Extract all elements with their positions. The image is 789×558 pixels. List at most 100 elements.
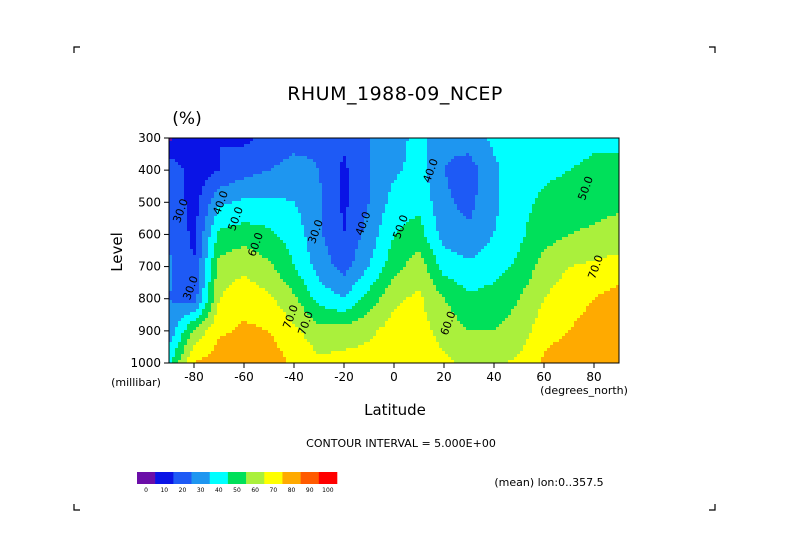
heatmap-cell — [493, 216, 497, 220]
heatmap-cell — [256, 207, 260, 211]
heatmap-cell — [475, 147, 479, 151]
heatmap-cell — [337, 225, 341, 229]
heatmap-cell — [586, 210, 590, 214]
heatmap-cell — [493, 156, 497, 160]
heatmap-cell — [568, 168, 572, 172]
heatmap-cell — [448, 192, 452, 196]
heatmap-cell — [481, 162, 485, 166]
heatmap-cell — [586, 231, 590, 235]
heatmap-cell — [553, 141, 557, 145]
heatmap-cell — [433, 141, 437, 145]
heatmap-cell — [253, 183, 257, 187]
heatmap-cell — [364, 156, 368, 160]
heatmap-cell — [316, 228, 320, 232]
heatmap-cell — [439, 216, 443, 220]
heatmap-cell — [616, 189, 619, 193]
heatmap-cell — [502, 204, 506, 208]
heatmap-cell — [238, 180, 242, 184]
heatmap-cell — [460, 153, 464, 157]
heatmap-cell — [463, 141, 467, 145]
heatmap-cell — [283, 159, 287, 163]
heatmap-cell — [202, 183, 206, 187]
heatmap-cell — [454, 156, 458, 160]
heatmap-cell — [328, 213, 332, 217]
heatmap-cell — [565, 234, 569, 238]
heatmap-cell — [463, 213, 467, 217]
heatmap-cell — [403, 177, 407, 181]
heatmap-cell — [397, 216, 401, 220]
heatmap-cell — [415, 234, 419, 238]
heatmap-cell — [232, 207, 236, 211]
heatmap-cell — [595, 153, 599, 157]
heatmap-cell — [295, 228, 299, 232]
heatmap-cell — [490, 189, 494, 193]
heatmap-cell — [487, 150, 491, 154]
heatmap-cell — [352, 162, 356, 166]
heatmap-cell — [307, 231, 311, 235]
heatmap-cell — [244, 186, 248, 190]
heatmap-cell — [358, 198, 362, 202]
heatmap-cell — [541, 225, 545, 229]
heatmap-cell — [343, 168, 347, 172]
heatmap-cell — [295, 168, 299, 172]
heatmap-cell — [193, 138, 197, 142]
heatmap-cell — [373, 156, 377, 160]
heatmap-cell — [463, 168, 467, 172]
heatmap-cell — [478, 165, 482, 169]
heatmap-cell — [169, 141, 173, 145]
heatmap-cell — [463, 201, 467, 205]
heatmap-cell — [451, 159, 455, 163]
heatmap-cell — [178, 162, 182, 166]
heatmap-cell — [388, 168, 392, 172]
heatmap-cell — [370, 147, 374, 151]
heatmap-cell — [337, 183, 341, 187]
heatmap-cell — [541, 180, 545, 184]
heatmap-cell — [331, 228, 335, 232]
heatmap-cell — [394, 201, 398, 205]
heatmap-cell — [340, 147, 344, 151]
heatmap-cell — [214, 201, 218, 205]
heatmap-cell — [604, 138, 608, 142]
heatmap-cell — [541, 144, 545, 148]
heatmap-cell — [541, 183, 545, 187]
heatmap-cell — [487, 165, 491, 169]
heatmap-cell — [376, 177, 380, 181]
heatmap-cell — [412, 192, 416, 196]
heatmap-cell — [535, 165, 539, 169]
heatmap-cell — [343, 207, 347, 211]
heatmap-cell — [298, 174, 302, 178]
heatmap-cell — [238, 141, 242, 145]
heatmap-cell — [574, 201, 578, 205]
heatmap-cell — [214, 222, 218, 226]
heatmap-cell — [319, 192, 323, 196]
heatmap-cell — [289, 189, 293, 193]
heatmap-cell — [325, 228, 329, 232]
heatmap-cell — [277, 153, 281, 157]
heatmap-cell — [595, 192, 599, 196]
heatmap-cell — [178, 171, 182, 175]
heatmap-cell — [544, 222, 548, 226]
heatmap-cell — [484, 207, 488, 211]
heatmap-cell — [526, 207, 530, 211]
heatmap-cell — [268, 225, 272, 229]
heatmap-cell — [568, 177, 572, 181]
heatmap-cell — [238, 168, 242, 172]
heatmap-cell — [208, 147, 212, 151]
heatmap-cell — [256, 216, 260, 220]
heatmap-cell — [202, 219, 206, 223]
heatmap-cell — [337, 147, 341, 151]
heatmap-cell — [583, 228, 587, 232]
heatmap-cell — [499, 150, 503, 154]
heatmap-cell — [457, 165, 461, 169]
heatmap-cell — [556, 141, 560, 145]
heatmap-cell — [574, 138, 578, 142]
heatmap-cell — [190, 219, 194, 223]
heatmap-cell — [307, 201, 311, 205]
heatmap-cell — [250, 174, 254, 178]
heatmap-cell — [241, 147, 245, 151]
heatmap-cell — [535, 147, 539, 151]
heatmap-cell — [568, 219, 572, 223]
heatmap-cell — [475, 234, 479, 238]
heatmap-cell — [289, 201, 293, 205]
heatmap-cell — [298, 225, 302, 229]
